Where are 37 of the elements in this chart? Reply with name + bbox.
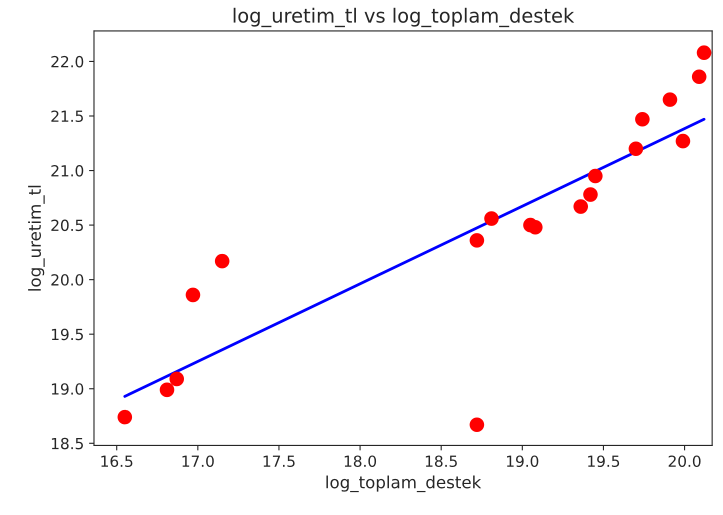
point: [573, 199, 588, 214]
x-tick-label: 19.5: [588, 455, 620, 468]
chart-title: log_uretim_tl vs log_toplam_destek: [234, 8, 574, 28]
x-tick-label: 20.0: [668, 455, 701, 468]
point: [169, 372, 184, 386]
point: [186, 288, 200, 302]
point: [696, 45, 712, 60]
y-tick-label: 21.5: [51, 110, 83, 122]
x-tick-label: 18.0: [344, 455, 376, 468]
point: [470, 233, 484, 248]
y-tick-label: 18.5: [52, 438, 83, 450]
point: [676, 134, 690, 148]
x-tick-label: 18.5: [426, 455, 457, 468]
point: [214, 254, 230, 268]
x-axis-title: log_toplam_destek: [326, 476, 482, 492]
point: [583, 187, 598, 202]
y-tick-label: 19.0: [52, 383, 84, 395]
y-tick-label: 20.0: [51, 274, 84, 286]
y-axis-title: log_uretim_tl: [28, 186, 45, 291]
x-tick-label: 19.0: [506, 455, 538, 468]
point: [160, 382, 174, 398]
point: [528, 220, 543, 235]
y-tick-label: 20.5: [51, 220, 83, 232]
y-tick-label: 19.5: [52, 328, 83, 340]
point: [692, 69, 706, 84]
y-tick-label: 22.0: [51, 56, 84, 68]
point: [484, 211, 499, 226]
y-tick-label: 21.0: [51, 165, 84, 177]
point: [662, 92, 678, 107]
point: [470, 417, 484, 432]
point: [118, 410, 132, 424]
point: [588, 168, 603, 184]
x-tick-label: 17.0: [182, 455, 214, 468]
point: [628, 141, 644, 156]
point: [635, 112, 650, 127]
x-tick-label: 16.5: [101, 455, 132, 468]
x-tick-label: 17.5: [264, 456, 295, 468]
